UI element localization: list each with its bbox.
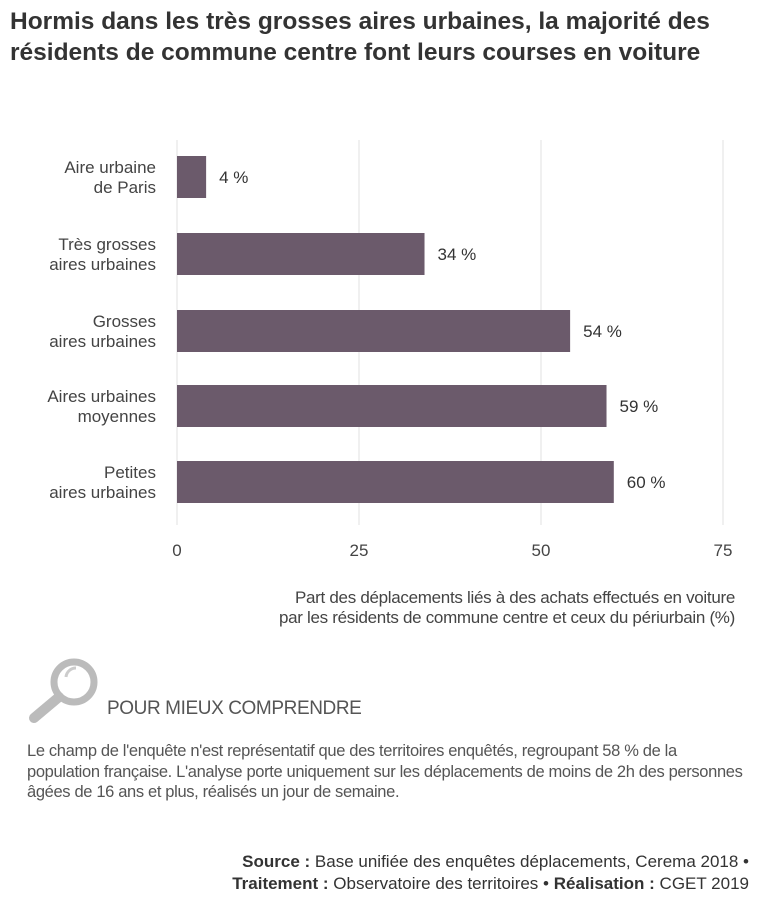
data-label: 34 % (438, 245, 477, 264)
y-tick-label: aires urbaines (49, 483, 156, 502)
source-text: Base unifiée des enquêtes déplacements, … (310, 852, 749, 871)
realisation-label: Réalisation : (553, 874, 655, 893)
traitement-text: Observatoire des territoires • (328, 874, 554, 893)
x-tick-label: 50 (532, 541, 551, 560)
y-tick-label: Petites (104, 463, 156, 482)
y-tick-label: Grosses (93, 312, 156, 331)
data-label: 59 % (620, 397, 659, 416)
info-heading: POUR MIEUX COMPRENDRE (107, 698, 362, 719)
info-text: Le champ de l'enquête n'est représentati… (27, 742, 743, 801)
source-credits: Source : Base unifiée des enquêtes dépla… (232, 851, 749, 895)
data-label: 4 % (219, 168, 248, 187)
x-axis-label-line1: Part des déplacements liés à des achats … (294, 588, 735, 607)
x-tick-label: 25 (350, 541, 369, 560)
traitement-label: Traitement : (232, 874, 329, 893)
x-tick-label: 0 (172, 541, 181, 560)
bar (177, 233, 425, 275)
y-tick-label: Aire urbaine (64, 158, 156, 177)
chart-title: Hormis dans les très grosses aires urbai… (10, 8, 710, 66)
x-axis-label-line2: par les résidents de commune centre et c… (278, 608, 735, 627)
source-label: Source : (242, 852, 311, 871)
bar (177, 156, 207, 198)
y-tick-label: Très grosses (58, 235, 156, 254)
magnifier-icon (29, 658, 98, 723)
y-tick-label: moyennes (78, 407, 156, 426)
y-tick-label: aires urbaines (49, 332, 156, 351)
y-tick-label: Aires urbaines (47, 387, 156, 406)
bar (177, 385, 607, 427)
realisation-text: CGET 2019 (654, 874, 749, 893)
bar (177, 461, 614, 503)
x-axis-label: Part des déplacements liés à des achats … (279, 588, 735, 628)
y-tick-label: aires urbaines (49, 255, 156, 274)
data-label: 54 % (583, 322, 622, 341)
bar (177, 310, 571, 352)
x-tick-label: 75 (714, 541, 733, 560)
data-label: 60 % (627, 473, 666, 492)
y-tick-label: de Paris (94, 178, 156, 197)
